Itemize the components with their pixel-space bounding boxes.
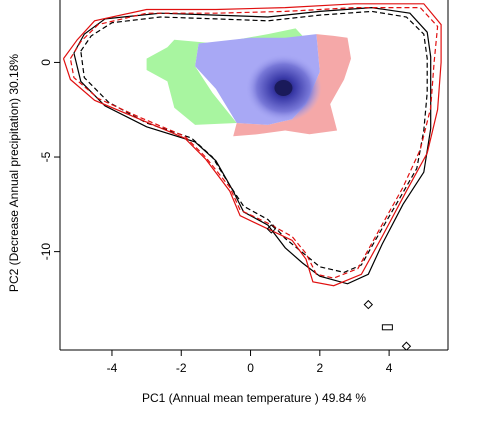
x-tick-label: 2: [316, 361, 323, 375]
x-tick-label: 0: [247, 361, 254, 375]
y-axis-title: PC2 (Decrease Annual precipitation) 30.1…: [7, 54, 21, 292]
region-species-a-only: [146, 28, 303, 125]
isolated-mark-1: [363, 299, 374, 310]
isolated-mark-2: [381, 324, 393, 331]
contour-lines: [62, 3, 442, 287]
density-peak: [245, 53, 322, 122]
contour-line-3: [62, 3, 442, 287]
x-axis: -4 -2 0 2 4: [107, 350, 393, 375]
x-tick-label: -4: [107, 361, 118, 375]
y-tick-label: 0: [39, 59, 53, 66]
density-peak-core: [274, 79, 293, 96]
y-tick-label: -5: [39, 151, 53, 162]
isolated-mark-4: [266, 224, 277, 234]
x-tick-label: 4: [386, 361, 393, 375]
y-tick-label: -10: [39, 243, 53, 261]
isolated-marks: [266, 224, 412, 350]
x-tick-label: -2: [176, 361, 187, 375]
isolated-mark-3: [401, 341, 412, 350]
x-axis-title: PC1 (Annual mean temperature ) 49.84 %: [142, 391, 366, 405]
y-axis: 0 -5 -10: [39, 59, 60, 261]
region-species-b-only: [233, 34, 351, 137]
